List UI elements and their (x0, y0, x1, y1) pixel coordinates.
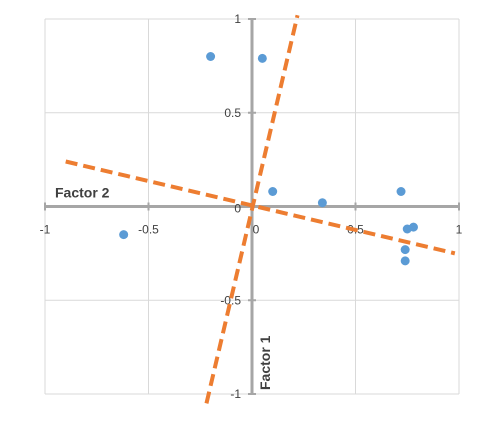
y-tick-label: 1 (234, 12, 241, 26)
data-point (400, 256, 410, 266)
y-tick-label: -1 (230, 387, 241, 401)
x-tick-label: -1 (40, 223, 51, 237)
x-tick-label: 0 (253, 223, 260, 237)
x-tick-label: 1 (456, 223, 463, 237)
data-point (257, 53, 267, 63)
rotated-axis-line (65, 159, 456, 256)
x-tick-label: -0.5 (138, 223, 159, 237)
axis-titles: Factor 2 Factor 1 (55, 185, 273, 391)
y-tick-label: 0 (234, 202, 241, 216)
y-tick-label: 0.5 (224, 106, 241, 120)
y-axis-title: Factor 1 (257, 335, 273, 390)
rotated-factor-axes (65, 14, 456, 404)
data-points (119, 52, 418, 266)
data-point (400, 245, 410, 255)
data-point (317, 198, 327, 208)
data-point (268, 187, 278, 196)
data-point (206, 52, 216, 61)
y-tick-label: -0.5 (220, 293, 241, 307)
data-point (119, 230, 129, 240)
data-point (408, 222, 418, 232)
x-axis-title: Factor 2 (55, 185, 110, 201)
rotated-axis-line (204, 14, 300, 404)
data-point (396, 187, 406, 196)
